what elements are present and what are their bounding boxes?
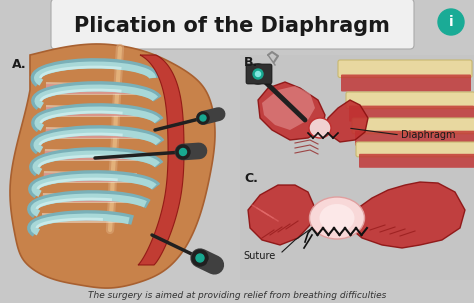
Text: A.: A. bbox=[12, 58, 27, 71]
Polygon shape bbox=[248, 185, 315, 245]
Circle shape bbox=[176, 145, 190, 159]
Text: i: i bbox=[449, 15, 453, 29]
Polygon shape bbox=[45, 127, 138, 139]
Text: C.: C. bbox=[244, 172, 258, 185]
Circle shape bbox=[200, 115, 206, 121]
Circle shape bbox=[253, 69, 263, 79]
Polygon shape bbox=[10, 44, 215, 288]
Polygon shape bbox=[262, 86, 315, 130]
Circle shape bbox=[213, 109, 224, 119]
Polygon shape bbox=[42, 195, 135, 202]
FancyBboxPatch shape bbox=[246, 64, 272, 84]
Polygon shape bbox=[258, 82, 325, 140]
Polygon shape bbox=[138, 55, 184, 265]
FancyBboxPatch shape bbox=[349, 106, 474, 122]
Polygon shape bbox=[43, 173, 137, 182]
FancyBboxPatch shape bbox=[356, 142, 474, 157]
Polygon shape bbox=[42, 193, 135, 203]
Text: The surgery is aimed at providing relief from breathing difficulties: The surgery is aimed at providing relief… bbox=[88, 291, 386, 301]
FancyBboxPatch shape bbox=[51, 0, 414, 49]
Circle shape bbox=[208, 258, 221, 272]
Polygon shape bbox=[45, 129, 138, 138]
FancyBboxPatch shape bbox=[341, 75, 471, 92]
Polygon shape bbox=[44, 151, 138, 160]
Polygon shape bbox=[42, 215, 130, 221]
FancyBboxPatch shape bbox=[355, 131, 474, 146]
FancyBboxPatch shape bbox=[352, 118, 474, 134]
FancyBboxPatch shape bbox=[338, 60, 472, 78]
Polygon shape bbox=[46, 107, 138, 116]
Text: Diaphragm: Diaphragm bbox=[401, 130, 456, 140]
Circle shape bbox=[438, 9, 464, 35]
Circle shape bbox=[197, 112, 209, 124]
Text: B.: B. bbox=[244, 56, 258, 69]
Circle shape bbox=[192, 250, 208, 266]
Polygon shape bbox=[46, 82, 136, 95]
Polygon shape bbox=[46, 84, 136, 94]
Ellipse shape bbox=[309, 118, 331, 138]
Polygon shape bbox=[42, 213, 130, 223]
Text: Suture: Suture bbox=[244, 251, 276, 261]
Text: Plication of the Diaphragm: Plication of the Diaphragm bbox=[74, 16, 390, 36]
FancyBboxPatch shape bbox=[346, 92, 474, 108]
Bar bbox=[240, 55, 474, 170]
Ellipse shape bbox=[310, 197, 365, 239]
Polygon shape bbox=[348, 182, 465, 248]
Circle shape bbox=[248, 64, 268, 84]
Polygon shape bbox=[326, 100, 368, 142]
Circle shape bbox=[196, 254, 204, 262]
Polygon shape bbox=[43, 171, 137, 183]
Polygon shape bbox=[46, 105, 138, 117]
Ellipse shape bbox=[319, 204, 355, 232]
Polygon shape bbox=[44, 149, 138, 161]
Circle shape bbox=[255, 72, 261, 76]
FancyBboxPatch shape bbox=[359, 154, 474, 168]
Circle shape bbox=[180, 148, 186, 155]
Bar bbox=[240, 170, 474, 280]
Circle shape bbox=[193, 145, 205, 157]
